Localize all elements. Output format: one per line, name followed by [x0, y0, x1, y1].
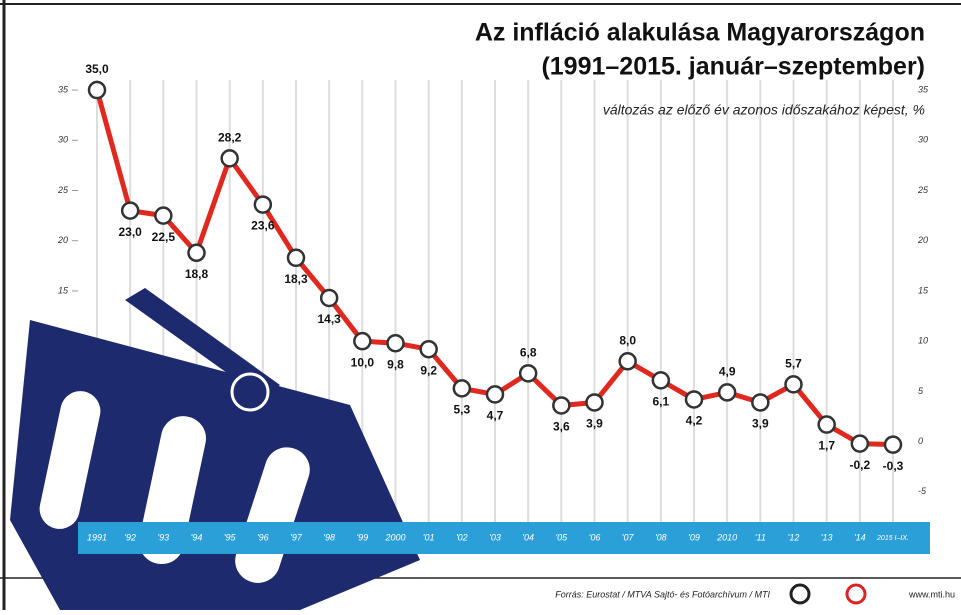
x-tick-label: '94 — [191, 532, 203, 542]
data-point — [719, 384, 735, 400]
y-tick-label: 30 — [58, 135, 68, 145]
y-tick-label: -5 — [918, 486, 927, 496]
data-point — [819, 417, 835, 433]
x-tick-label: '12 — [788, 532, 800, 542]
data-label: 14,3 — [317, 312, 341, 326]
data-label: 5,7 — [785, 357, 802, 371]
y-tick-label: 35 — [918, 84, 929, 94]
data-point — [255, 197, 271, 213]
data-label: 6,1 — [652, 395, 669, 409]
chart: -5-50055101015152020252530303535 Az infl… — [0, 0, 961, 610]
x-tick-label: 2015 I–IX. — [876, 535, 909, 542]
data-label: 1,7 — [818, 439, 835, 453]
data-point — [487, 386, 503, 402]
data-label: 6,8 — [520, 345, 537, 359]
data-label: 18,3 — [284, 272, 308, 286]
data-label: 10,0 — [351, 355, 375, 369]
data-label: -0,3 — [883, 459, 904, 473]
data-label: 4,7 — [487, 409, 504, 423]
chart-title: Az infláció alakulása Magyarországon — [475, 19, 925, 47]
x-tick-label: '03 — [489, 532, 501, 542]
y-tick-label: 0 — [918, 436, 923, 446]
data-point — [686, 391, 702, 407]
data-point — [885, 437, 901, 453]
data-point — [388, 335, 404, 351]
y-tick-label: 15 — [58, 285, 69, 295]
data-label: 4,2 — [686, 414, 703, 428]
y-tick-label: 25 — [57, 185, 69, 195]
data-point — [321, 290, 337, 306]
data-point — [222, 150, 238, 166]
y-tick-label: 10 — [918, 336, 928, 346]
data-point — [454, 380, 470, 396]
data-label: 5,3 — [453, 403, 470, 417]
x-tick-label: 2000 — [384, 532, 405, 542]
data-label: 28,2 — [218, 131, 242, 145]
data-point — [189, 245, 205, 261]
x-tick-label: '92 — [124, 532, 136, 542]
x-tick-label: '01 — [423, 532, 435, 542]
data-point — [553, 397, 569, 413]
data-point — [587, 394, 603, 410]
x-tick-label: 2010 — [716, 532, 737, 542]
y-tick-label: 25 — [917, 185, 929, 195]
data-label: 23,0 — [118, 225, 142, 239]
data-label: 8,0 — [619, 333, 636, 347]
x-tick-label: '98 — [323, 532, 335, 542]
data-point — [752, 394, 768, 410]
data-point — [122, 203, 138, 219]
data-label: 3,9 — [752, 417, 769, 431]
data-label: 35,0 — [85, 62, 109, 76]
x-axis-band — [78, 522, 930, 554]
data-label: 3,9 — [586, 417, 603, 431]
y-tick-label: 30 — [918, 135, 928, 145]
data-point — [421, 341, 437, 357]
x-tick-label: '95 — [224, 532, 237, 542]
x-tick-label: '08 — [655, 532, 667, 542]
x-tick-label: '14 — [854, 532, 866, 542]
data-point — [520, 365, 536, 381]
website: www.mti.hu — [908, 589, 955, 599]
chart-subtitle: (1991–2015. január–szeptember) — [541, 53, 925, 81]
x-tick-label: 1991 — [87, 532, 107, 542]
data-label: 9,8 — [387, 357, 404, 371]
x-tick-label: '04 — [522, 532, 534, 542]
x-tick-label: '11 — [755, 532, 766, 542]
x-tick-label: '09 — [688, 532, 700, 542]
data-label: -0,2 — [849, 458, 870, 472]
data-point — [288, 250, 304, 266]
x-tick-label: '99 — [356, 532, 368, 542]
data-label: 4,9 — [719, 365, 736, 379]
x-tick-label: '97 — [290, 532, 303, 542]
y-axis-label: változás az előző év azonos időszakához … — [603, 102, 925, 118]
data-label: 23,6 — [251, 219, 275, 233]
data-label: 3,6 — [553, 420, 570, 434]
basket-hinge — [232, 374, 268, 410]
data-point — [786, 376, 802, 392]
x-tick-label: '05 — [555, 532, 568, 542]
y-tick-label: 20 — [917, 235, 928, 245]
data-point — [89, 82, 105, 98]
data-point — [653, 372, 669, 388]
data-label: 18,8 — [185, 267, 209, 281]
data-label: 22,5 — [152, 230, 176, 244]
data-point — [620, 353, 636, 369]
x-tick-label: '13 — [821, 532, 833, 542]
x-tick-label: '93 — [157, 532, 169, 542]
x-tick-label: '06 — [589, 532, 601, 542]
y-tick-label: 35 — [58, 84, 69, 94]
source: Forrás: Eurostat / MTVA Sajtó- és Fotóar… — [555, 589, 770, 599]
data-point — [852, 436, 868, 452]
y-tick-label: 15 — [918, 285, 929, 295]
x-tick-label: '96 — [257, 532, 269, 542]
data-point — [155, 208, 171, 224]
data-label: 9,2 — [420, 363, 437, 377]
x-tick-label: '07 — [622, 532, 635, 542]
x-tick-label: '02 — [456, 532, 468, 542]
y-tick-label: 20 — [57, 235, 68, 245]
data-point — [354, 333, 370, 349]
